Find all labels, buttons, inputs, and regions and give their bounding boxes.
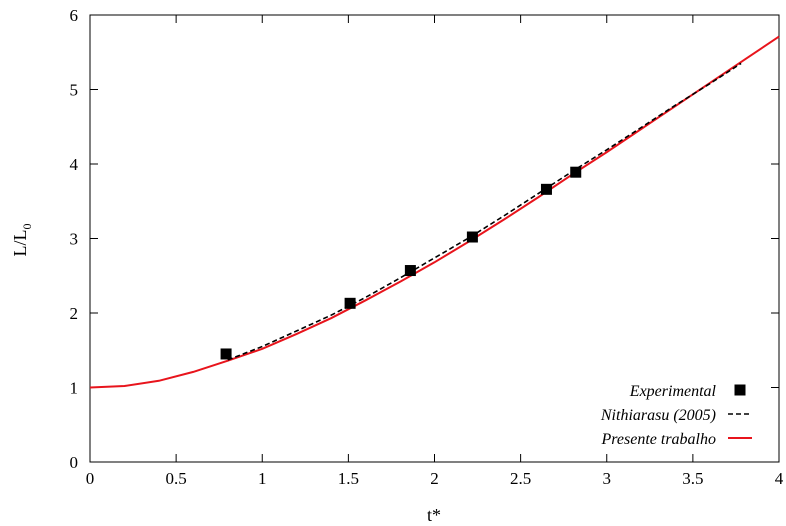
y-tick-label: 3	[70, 230, 79, 249]
x-tick-label: 3.5	[682, 469, 703, 488]
y-axis-title-main: L/L	[10, 230, 30, 257]
y-axis-title-subscript: 0	[20, 224, 34, 230]
experimental-point	[466, 231, 478, 243]
y-tick-label: 4	[70, 155, 79, 174]
x-tick-label: 4	[775, 469, 784, 488]
experimental-point	[344, 297, 356, 309]
legend-label: Presente trabalho	[601, 431, 717, 448]
experimental-point	[540, 183, 552, 195]
x-tick-label: 3	[603, 469, 612, 488]
legend-marker-experimental	[734, 384, 746, 396]
series-line-presente-trabalho	[89, 35, 780, 389]
x-tick-label: 2.5	[510, 469, 531, 488]
x-tick-label: 2	[430, 469, 439, 488]
x-tick-label: 0	[86, 469, 95, 488]
series-layer	[89, 35, 780, 389]
y-tick-label: 1	[70, 379, 79, 398]
y-tick-label: 2	[70, 304, 79, 323]
experimental-point	[404, 265, 416, 277]
y-tick-label: 5	[70, 81, 79, 100]
experimental-point	[570, 166, 582, 178]
legend: Experimental Nithiarasu (2005) Presente tr…	[600, 383, 752, 448]
legend-label: Experimental	[629, 383, 717, 400]
y-axis-ticks: 0 1 2 3 4 5 6	[70, 6, 779, 472]
x-axis-title: t*	[427, 505, 441, 525]
legend-label: Nithiarasu (2005)	[600, 407, 716, 424]
x-tick-label: 0.5	[166, 469, 187, 488]
experimental-point	[220, 348, 232, 360]
y-axis-title: L/L0	[10, 224, 34, 257]
y-tick-label: 0	[70, 453, 79, 472]
y-tick-label: 6	[70, 6, 79, 25]
x-tick-label: 1.5	[338, 469, 359, 488]
x-axis-ticks: 0 0.5 1 1.5 2 2.5 3 3.5 4	[86, 15, 784, 488]
y-axis-title-group: L/L0	[10, 224, 34, 257]
x-tick-label: 1	[258, 469, 267, 488]
series-line-nithiarasu	[227, 62, 742, 361]
